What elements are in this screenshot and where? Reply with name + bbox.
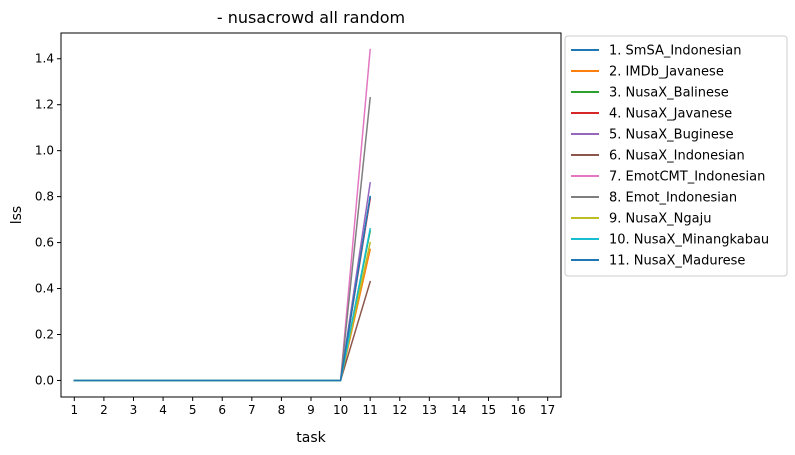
x-axis-ticks: 1 2 3 4 5 6 7 8 9 10 11 12 13 14 15 16 17 bbox=[70, 397, 555, 417]
x-tick-label: 16 bbox=[510, 403, 525, 417]
x-tick-label: 4 bbox=[159, 403, 167, 417]
series-line-6 bbox=[73, 280, 372, 382]
x-tick-label: 11 bbox=[363, 403, 378, 417]
y-tick-label: 0.8 bbox=[35, 190, 54, 204]
y-tick-label: 1.4 bbox=[35, 52, 54, 66]
legend-label: 4. NusaX_Javanese bbox=[609, 107, 732, 122]
y-tick-label: 1.0 bbox=[35, 144, 54, 158]
x-axis-label: task bbox=[296, 430, 326, 446]
x-tick-label: 9 bbox=[307, 403, 315, 417]
y-axis-ticks: 0.0 0.2 0.4 0.6 0.8 1.0 1.2 1.4 bbox=[35, 52, 61, 387]
x-tick-label: 10 bbox=[333, 403, 348, 417]
series-line-3 bbox=[73, 230, 372, 382]
x-tick-label: 1 bbox=[70, 403, 78, 417]
legend-label: 10. NusaX_Minangkabau bbox=[609, 233, 769, 248]
legend-label: 9. NusaX_Ngaju bbox=[609, 212, 711, 227]
legend-label: 3. NusaX_Balinese bbox=[609, 86, 729, 101]
x-tick-label: 2 bbox=[100, 403, 108, 417]
x-tick-label: 15 bbox=[481, 403, 496, 417]
series-line-4 bbox=[73, 198, 372, 382]
legend-label: 7. EmotCMT_Indonesian bbox=[609, 170, 765, 185]
legend-label: 8. Emot_Indonesian bbox=[609, 191, 737, 206]
legend-label: 6. NusaX_Indonesian bbox=[609, 149, 745, 164]
y-tick-label: 0.6 bbox=[35, 236, 54, 250]
x-tick-label: 3 bbox=[130, 403, 138, 417]
series-line-5 bbox=[73, 181, 372, 382]
series-line-9 bbox=[73, 241, 372, 382]
series-line-1 bbox=[73, 195, 372, 382]
y-tick-label: 0.0 bbox=[35, 373, 54, 387]
y-tick-label: 0.2 bbox=[35, 327, 54, 341]
chart-title: - nusacrowd all random bbox=[217, 8, 405, 27]
x-tick-label: 8 bbox=[278, 403, 286, 417]
series-line-10 bbox=[73, 227, 372, 382]
x-tick-label: 13 bbox=[422, 403, 437, 417]
series-line-2 bbox=[73, 248, 372, 382]
legend: 1. SmSA_Indonesian 2. IMDb_Javanese 3. Nus… bbox=[564, 35, 788, 277]
series-lines bbox=[73, 48, 372, 382]
axes-frame bbox=[60, 32, 562, 398]
legend-label: 5. NusaX_Buginese bbox=[609, 128, 734, 143]
x-tick-label: 5 bbox=[189, 403, 197, 417]
series-line-7 bbox=[73, 48, 371, 382]
x-tick-label: 6 bbox=[218, 403, 226, 417]
y-axis-label: lss bbox=[9, 206, 25, 224]
x-tick-label: 14 bbox=[451, 403, 466, 417]
y-tick-label: 1.2 bbox=[35, 98, 54, 112]
legend-box bbox=[564, 35, 788, 277]
x-tick-label: 12 bbox=[392, 403, 407, 417]
x-tick-label: 7 bbox=[248, 403, 256, 417]
y-tick-label: 0.4 bbox=[35, 282, 54, 296]
legend-label: 1. SmSA_Indonesian bbox=[609, 44, 741, 59]
series-line-8 bbox=[73, 96, 371, 382]
x-tick-label: 17 bbox=[540, 403, 555, 417]
legend-label: 11. NusaX_Madurese bbox=[609, 254, 745, 269]
legend-items: 1. SmSA_Indonesian 2. IMDb_Javanese 3. Nus… bbox=[571, 44, 769, 269]
series-line-11 bbox=[73, 195, 372, 382]
legend-label: 2. IMDb_Javanese bbox=[609, 65, 724, 80]
